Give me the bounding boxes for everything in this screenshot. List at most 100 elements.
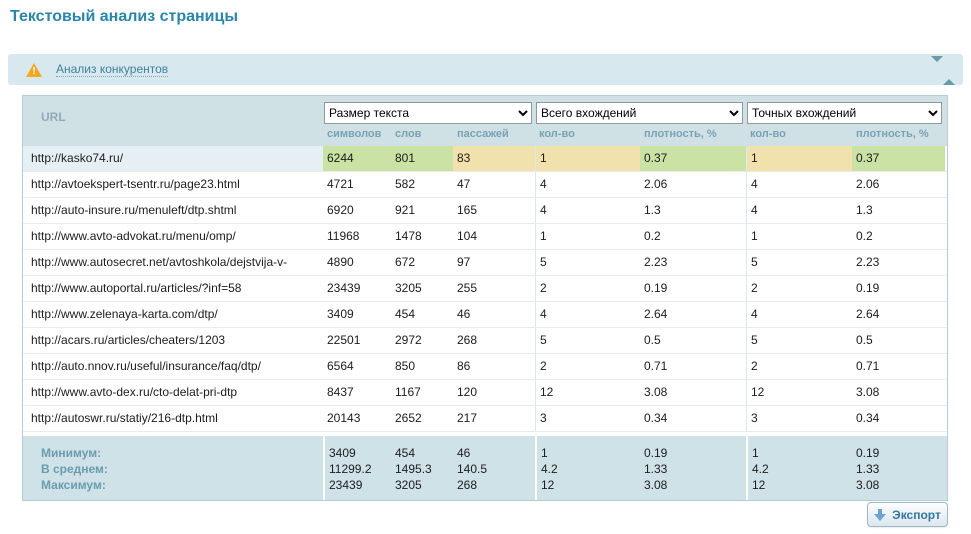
exact-occurrences-sublabels: кол-во плотность, % <box>746 128 945 140</box>
url-cell[interactable]: http://avtoekspert-tsentr.ru/page23.html <box>31 177 240 191</box>
value-cell: 97 <box>457 255 471 269</box>
summary-label-avg: В среднем: <box>41 462 108 476</box>
table-row: http://autoswr.ru/statiy/216-dtp.html 201… <box>23 406 947 432</box>
value-cell: 0.34 <box>856 411 880 425</box>
value-cell: 2 <box>535 354 640 379</box>
summary-value: 268 <box>457 478 478 492</box>
summary-value: 1.33 <box>644 462 668 476</box>
value-cell: 22501 <box>327 333 361 347</box>
summary-value-column: 0.19 1.33 3.08 <box>640 445 746 500</box>
value-cell: 2.06 <box>856 177 880 191</box>
url-cell[interactable]: http://acars.ru/articles/cheaters/1203 <box>31 333 226 347</box>
url-cell[interactable]: http://autoswr.ru/statiy/216-dtp.html <box>31 411 218 425</box>
warning-icon: ! <box>25 62 43 78</box>
col-header-total-count: кол-во <box>539 128 575 140</box>
value-cell: 3205 <box>395 281 422 295</box>
col-header-words: слов <box>395 128 422 140</box>
url-cell[interactable]: http://www.autoportal.ru/articles/?inf=5… <box>31 281 242 295</box>
value-cell: 3409 <box>327 307 354 321</box>
download-arrow-icon <box>874 508 887 521</box>
summary-value: 140.5 <box>457 462 488 476</box>
value-cell: 23439 <box>327 281 361 295</box>
value-cell: 4 <box>535 198 640 223</box>
summary-value: 3.08 <box>856 478 880 492</box>
value-cell: 4 <box>746 172 852 197</box>
table-header: URL Размер текста символов слов пассажей… <box>23 96 947 146</box>
value-cell: 3 <box>746 406 852 431</box>
value-cell: 3.08 <box>856 385 880 399</box>
value-cell: 217 <box>457 411 478 425</box>
summary-value: 0.19 <box>856 446 880 460</box>
value-cell: 2 <box>535 276 640 301</box>
value-cell: 2972 <box>395 333 422 347</box>
value-cell: 47 <box>457 177 471 191</box>
table-row: http://kasko74.ru/6244 801 83 1 0.37 1 0.37 <box>23 146 947 172</box>
summary-value: 46 <box>457 446 471 460</box>
competitor-analysis-panel: ! Анализ конкурентов <box>8 54 963 85</box>
analysis-table: URL Размер текста символов слов пассажей… <box>22 95 948 501</box>
value-cell: 3.08 <box>644 385 668 399</box>
col-header-total-density: плотность, % <box>644 128 717 140</box>
value-cell: 582 <box>395 177 416 191</box>
url-cell[interactable]: http://www.zelenaya-karta.com/dtp/ <box>31 307 218 321</box>
value-cell: 4 <box>535 302 640 327</box>
summary-value: 3205 <box>395 478 422 492</box>
value-cell: 2 <box>746 354 852 379</box>
value-cell: 4 <box>746 302 852 327</box>
summary-value: 3.08 <box>644 478 668 492</box>
export-button[interactable]: Экспорт <box>867 502 948 527</box>
table-row: http://www.avto-dex.ru/cto-delat-pri-dtp… <box>23 380 947 406</box>
value-cell: 104 <box>457 229 478 243</box>
value-cell: 3 <box>535 406 640 431</box>
value-cell: 0.2 <box>856 229 873 243</box>
url-cell[interactable]: http://auto-insure.ru/menuleft/dtp.shtml <box>31 203 237 217</box>
table-row: http://acars.ru/articles/cheaters/1203 22… <box>23 328 947 354</box>
value-cell: 2652 <box>395 411 422 425</box>
value-cell: 1.3 <box>644 203 661 217</box>
value-cell: 1 <box>535 224 640 249</box>
value-cell: 4 <box>746 198 852 223</box>
value-cell: 1 <box>535 146 640 171</box>
table-row: http://avtoekspert-tsentr.ru/page23.html… <box>23 172 947 198</box>
summary-value: 11299.2 <box>329 462 372 476</box>
summary-value: 454 <box>395 446 416 460</box>
url-cell[interactable]: http://kasko74.ru/ <box>23 146 323 171</box>
url-cell[interactable]: http://www.autosecret.net/avtoshkola/dej… <box>31 255 288 269</box>
value-cell: 0.2 <box>644 229 661 243</box>
value-cell: 2.06 <box>644 177 668 191</box>
url-cell[interactable]: http://www.avto-advokat.ru/menu/omp/ <box>31 229 236 243</box>
summary-value-column: 46 140.5 268 <box>453 445 535 500</box>
value-cell: 672 <box>395 255 416 269</box>
total-occurrences-select[interactable]: Всего вхождений <box>536 102 743 124</box>
value-cell: 11968 <box>327 229 360 243</box>
value-cell: 4 <box>535 172 640 197</box>
url-cell[interactable]: http://www.avto-dex.ru/cto-delat-pri-dtp <box>31 385 238 399</box>
value-cell: 0.19 <box>644 281 668 295</box>
exact-occurrences-group: Точных вхождений кол-во плотность, % <box>746 96 945 146</box>
value-cell: 0.71 <box>856 359 880 373</box>
summary-label-min: Минимум: <box>41 446 102 460</box>
exact-occurrences-select[interactable]: Точных вхождений <box>747 102 942 124</box>
value-cell: 20143 <box>327 411 361 425</box>
url-cell[interactable]: http://auto.nnov.ru/useful/insurance/faq… <box>31 359 261 373</box>
collapse-icon[interactable] <box>931 56 955 85</box>
competitor-analysis-link[interactable]: Анализ конкурентов <box>56 62 169 77</box>
summary-labels: Минимум: В среднем: Максимум: <box>23 445 323 500</box>
value-cell: 0.37 <box>640 146 746 171</box>
value-cell: 120 <box>457 385 478 399</box>
value-cell: 0.19 <box>856 281 880 295</box>
text-size-group: Размер текста символов слов пассажей <box>323 96 535 146</box>
text-size-select[interactable]: Размер текста <box>324 102 532 124</box>
value-cell: 12 <box>535 380 640 405</box>
value-cell: 5 <box>535 328 640 353</box>
value-cell: 850 <box>395 359 416 373</box>
value-cell: 2.64 <box>644 307 668 321</box>
table-row: http://www.avto-advokat.ru/menu/omp/1196… <box>23 224 947 250</box>
value-cell: 4890 <box>327 255 354 269</box>
summary-value-column: 1 4.2 12 <box>746 436 852 500</box>
table-row: http://auto.nnov.ru/useful/insurance/faq… <box>23 354 947 380</box>
value-cell: 5 <box>746 250 852 275</box>
value-cell: 6244 <box>323 146 391 171</box>
value-cell: 5 <box>535 250 640 275</box>
table-row: http://www.autosecret.net/avtoshkola/dej… <box>23 250 947 276</box>
